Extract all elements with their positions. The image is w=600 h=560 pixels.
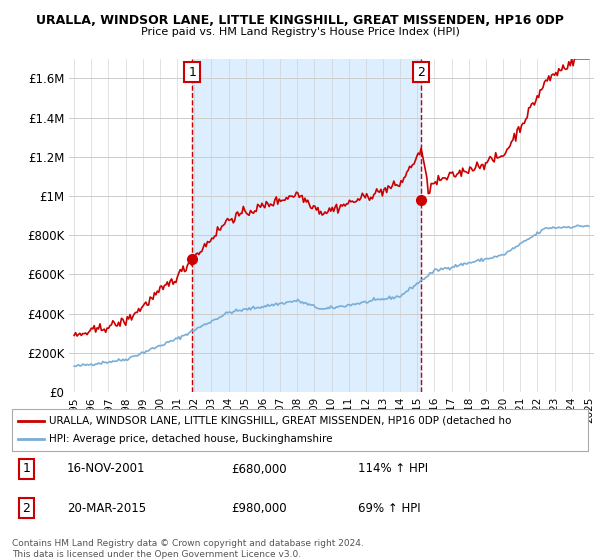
Text: 69% ↑ HPI: 69% ↑ HPI bbox=[358, 502, 420, 515]
FancyBboxPatch shape bbox=[12, 409, 588, 451]
Text: URALLA, WINDSOR LANE, LITTLE KINGSHILL, GREAT MISSENDEN, HP16 0DP: URALLA, WINDSOR LANE, LITTLE KINGSHILL, … bbox=[36, 14, 564, 27]
Text: 16-NOV-2001: 16-NOV-2001 bbox=[67, 463, 145, 475]
Text: £680,000: £680,000 bbox=[231, 463, 287, 475]
Text: 2: 2 bbox=[417, 66, 425, 78]
Text: 1: 1 bbox=[188, 66, 196, 78]
Text: URALLA, WINDSOR LANE, LITTLE KINGSHILL, GREAT MISSENDEN, HP16 0DP (detached ho: URALLA, WINDSOR LANE, LITTLE KINGSHILL, … bbox=[49, 416, 512, 426]
Text: Price paid vs. HM Land Registry's House Price Index (HPI): Price paid vs. HM Land Registry's House … bbox=[140, 27, 460, 37]
Text: HPI: Average price, detached house, Buckinghamshire: HPI: Average price, detached house, Buck… bbox=[49, 434, 333, 444]
Text: 2: 2 bbox=[22, 502, 31, 515]
Text: £980,000: £980,000 bbox=[231, 502, 287, 515]
Text: Contains HM Land Registry data © Crown copyright and database right 2024.
This d: Contains HM Land Registry data © Crown c… bbox=[12, 539, 364, 559]
Text: 20-MAR-2015: 20-MAR-2015 bbox=[67, 502, 146, 515]
Text: 1: 1 bbox=[22, 463, 31, 475]
Text: 114% ↑ HPI: 114% ↑ HPI bbox=[358, 463, 428, 475]
Bar bbox=[192, 59, 421, 392]
